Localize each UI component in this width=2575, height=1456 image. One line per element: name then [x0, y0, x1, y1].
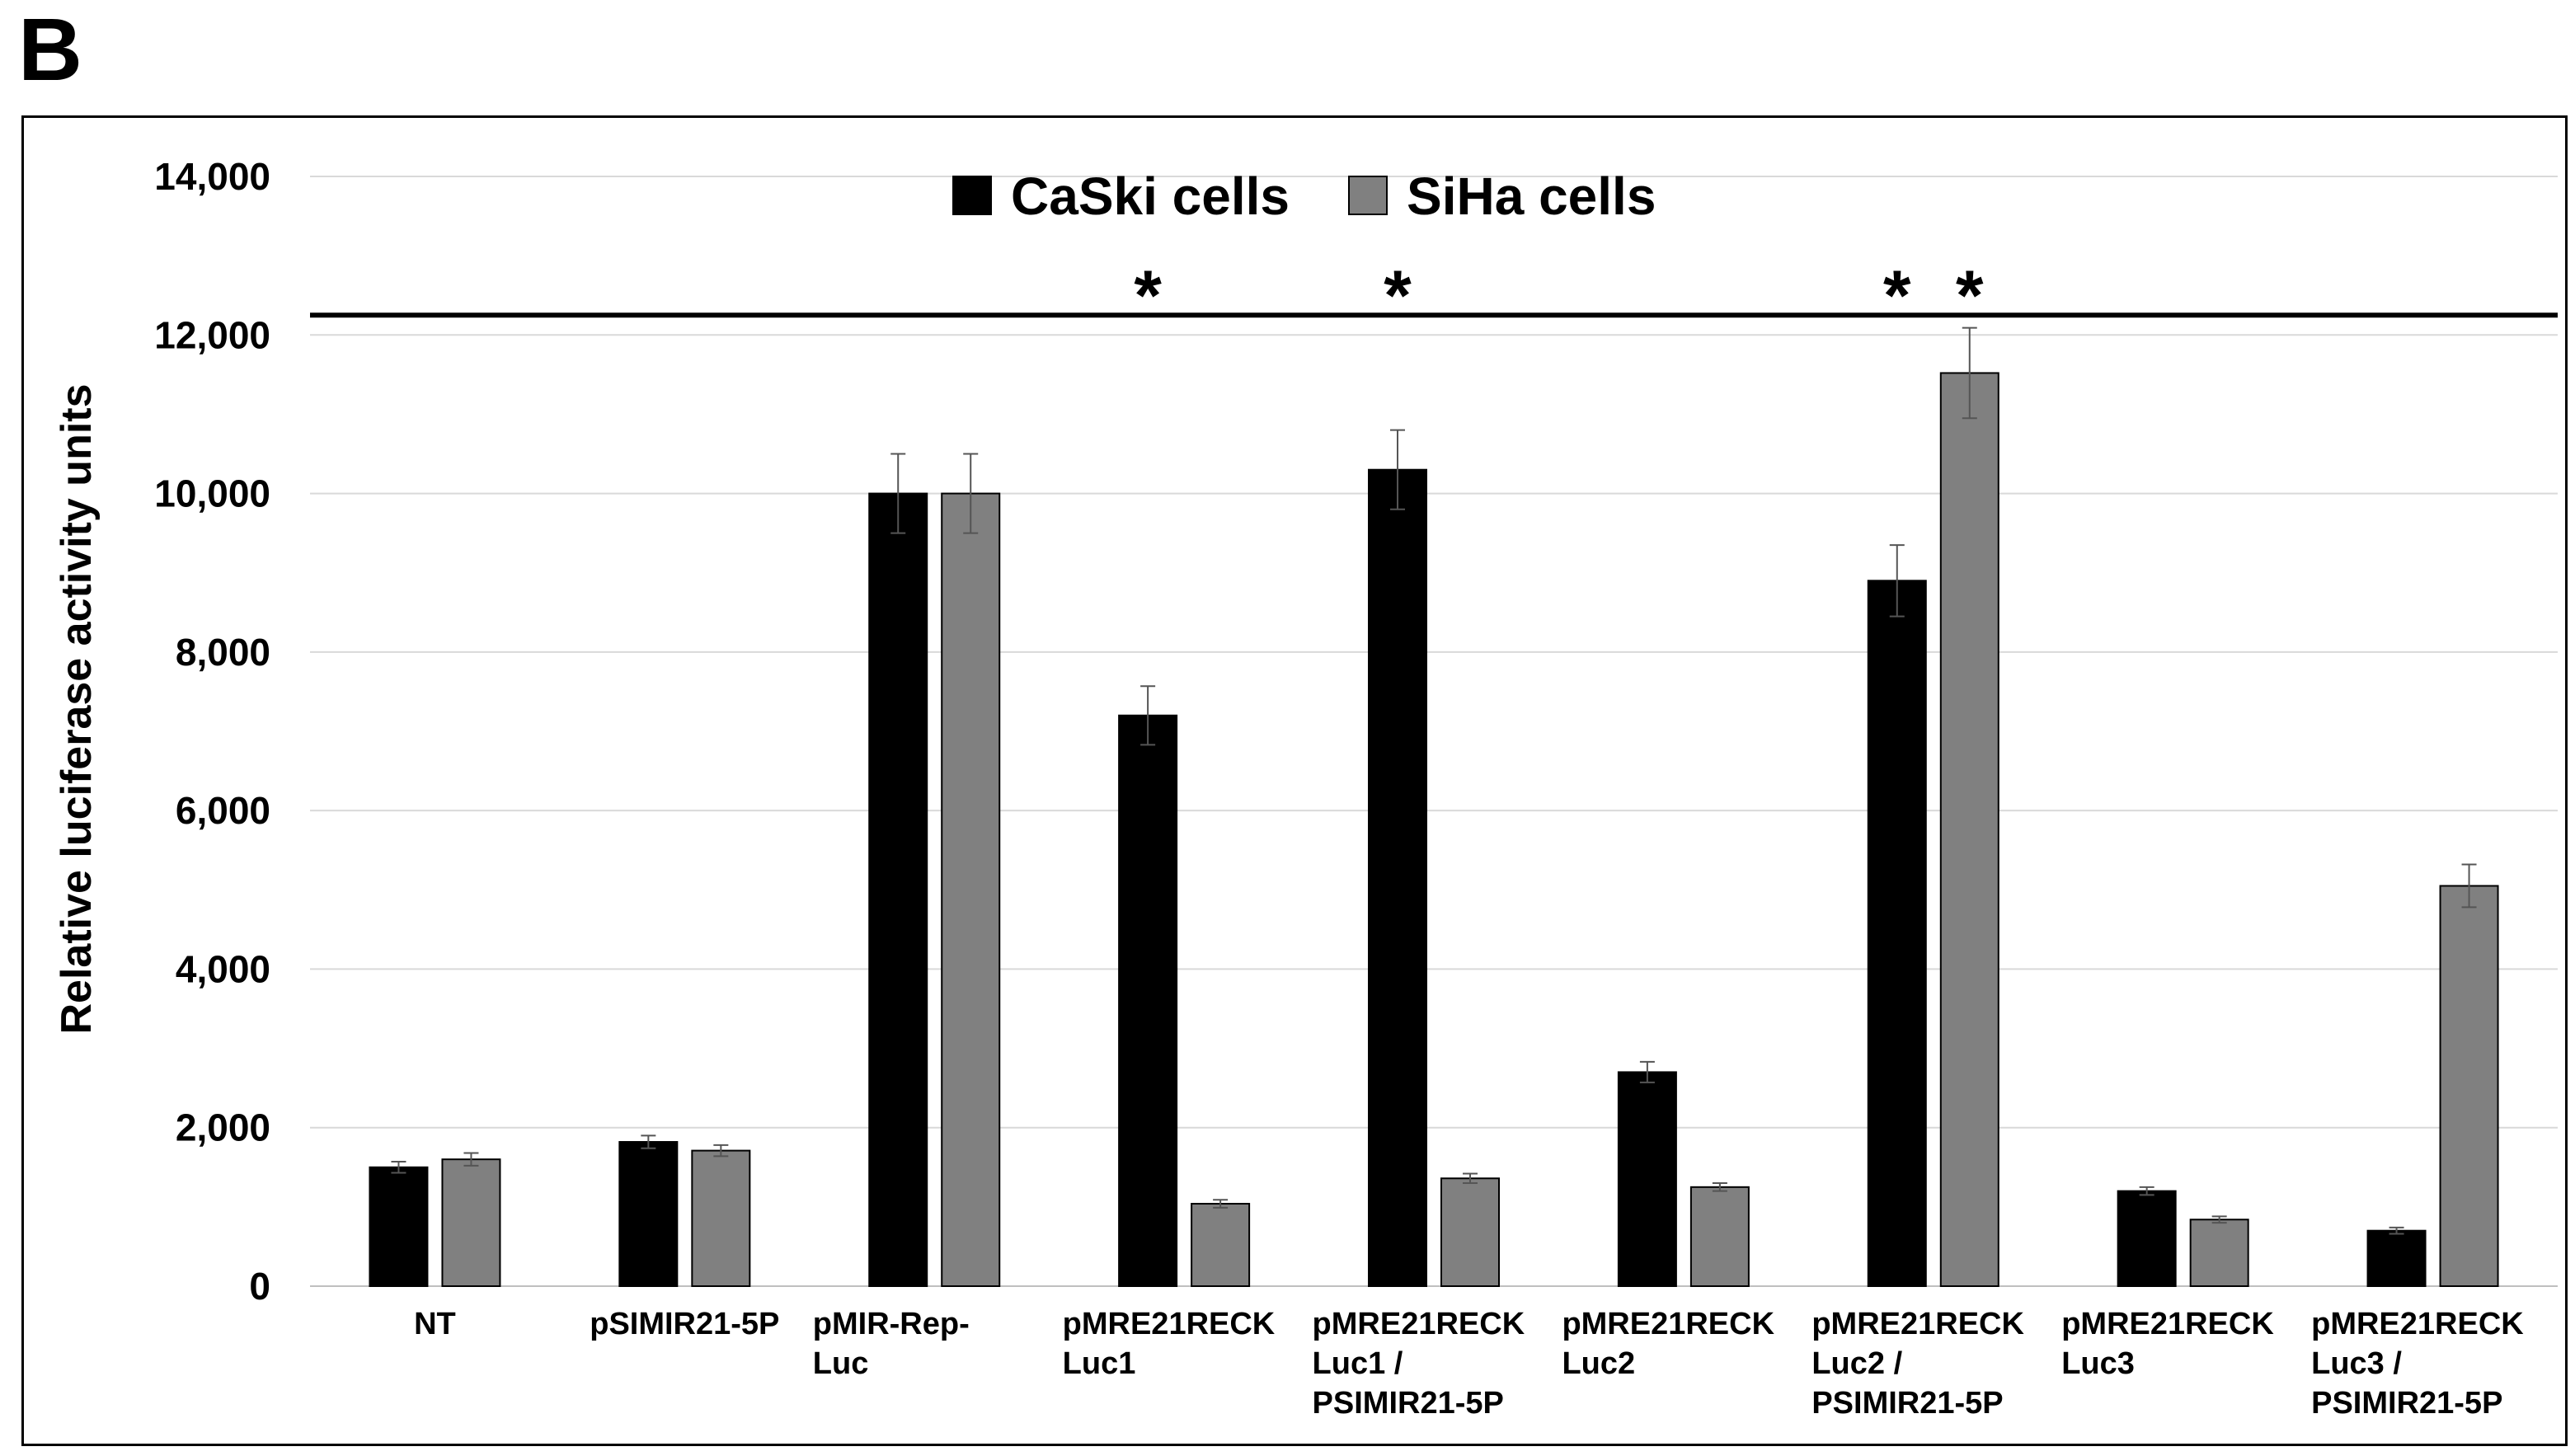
- significance-star: *: [1883, 256, 1911, 336]
- bar-siha: [941, 492, 1001, 1287]
- category-label: PSIMIR21-5P: [1313, 1386, 1504, 1421]
- category-label: pMRE21RECK: [2311, 1307, 2524, 1341]
- category-label: pMRE21RECK: [1562, 1307, 1774, 1341]
- category-label: Luc1: [1063, 1346, 1136, 1381]
- bar-caski: [2366, 1229, 2427, 1287]
- bar-caski: [1867, 580, 1927, 1287]
- y-tick-label: 2,000: [176, 1106, 270, 1149]
- y-tick-label: 12,000: [154, 313, 270, 356]
- bar-siha: [691, 1149, 751, 1287]
- category-label: pMRE21RECK: [1313, 1307, 1525, 1341]
- panel-letter: B: [18, 0, 82, 99]
- bar-caski: [1617, 1071, 1677, 1288]
- y-tick-label: 14,000: [154, 155, 270, 198]
- y-tick-label: 6,000: [176, 789, 270, 832]
- significance-star: *: [1384, 256, 1412, 336]
- y-tick-label: 4,000: [176, 947, 270, 990]
- category-label: NT: [414, 1307, 456, 1341]
- category-label: pMRE21RECK: [2061, 1307, 2274, 1341]
- category-label: Luc3: [2061, 1346, 2135, 1381]
- bar-caski: [1118, 714, 1178, 1287]
- category-label: Luc3 /: [2311, 1346, 2402, 1381]
- category-label: PSIMIR21-5P: [1811, 1386, 2003, 1421]
- y-axis-label: Relative luciferase activity units: [53, 383, 101, 1034]
- category-label: pMIR-Rep-: [813, 1307, 970, 1341]
- bar-siha: [1939, 372, 1999, 1287]
- category-label: Luc: [813, 1346, 869, 1381]
- bar-siha: [1440, 1177, 1500, 1288]
- category-label: Luc2: [1562, 1346, 1635, 1381]
- category-label: pMRE21RECK: [1811, 1307, 2024, 1341]
- bar-siha: [1191, 1203, 1251, 1288]
- legend-swatch: [952, 176, 992, 215]
- bar-caski: [2117, 1190, 2177, 1287]
- category-label: PSIMIR21-5P: [2311, 1386, 2502, 1421]
- bar-caski: [369, 1166, 429, 1288]
- bar-siha: [441, 1158, 501, 1287]
- significance-star: *: [1956, 256, 1984, 336]
- legend-swatch: [1348, 176, 1388, 215]
- bar-siha: [2189, 1219, 2249, 1287]
- bar-caski: [1368, 468, 1427, 1287]
- bar-caski: [618, 1141, 679, 1288]
- y-tick-label: 0: [249, 1265, 270, 1308]
- y-tick-label: 8,000: [176, 631, 270, 674]
- category-label: Luc2 /: [1811, 1346, 1902, 1381]
- significance-star: *: [1134, 256, 1162, 336]
- bar-caski: [868, 492, 928, 1287]
- category-label: pSIMIR21-5P: [590, 1307, 779, 1341]
- legend-label: SiHa cells: [1407, 167, 1656, 226]
- legend-label: CaSki cells: [1011, 167, 1290, 226]
- bar-siha: [1689, 1186, 1750, 1287]
- y-tick-label: 10,000: [154, 472, 270, 515]
- category-label: pMRE21RECK: [1063, 1307, 1276, 1341]
- category-label: Luc1 /: [1313, 1346, 1403, 1381]
- chart-frame: [21, 115, 2568, 1446]
- bar-siha: [2439, 885, 2499, 1287]
